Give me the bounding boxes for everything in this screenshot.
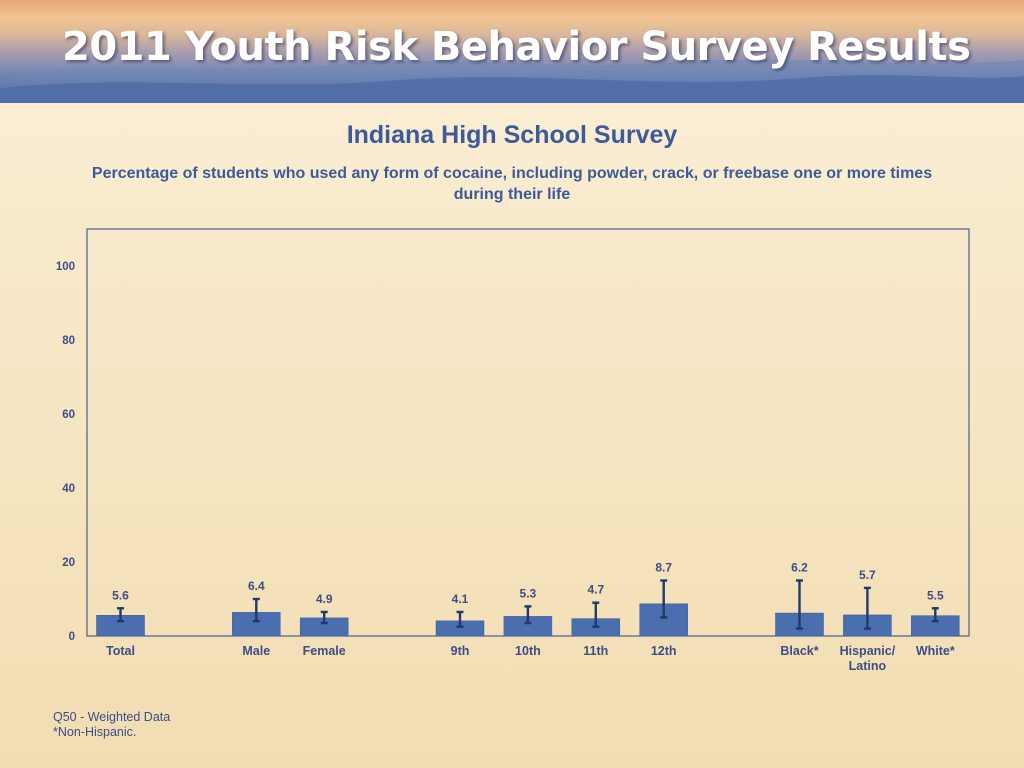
footnotes: Q50 - Weighted Data *Non-Hispanic.: [53, 710, 170, 740]
x-tick-label: Latino: [849, 659, 887, 673]
x-tick-label: 10th: [515, 644, 541, 658]
x-tick-label: 12th: [651, 644, 677, 658]
footnote-data-source: Q50 - Weighted Data: [53, 710, 171, 724]
data-label: 8.7: [655, 561, 672, 575]
y-tick-label: 100: [56, 261, 75, 273]
data-label: 5.7: [859, 568, 876, 582]
data-label: 5.6: [112, 588, 129, 602]
chart-subtitle: Percentage of students who used any form…: [91, 165, 933, 203]
header-banner: 2011 Youth Risk Behavior Survey Results: [0, 0, 1024, 103]
y-tick-label: 40: [62, 483, 75, 495]
x-tick-label: Total: [106, 644, 135, 658]
x-tick-label: Female: [303, 644, 346, 658]
y-tick-label: 80: [62, 335, 75, 347]
banner-title: 2011 Youth Risk Behavior Survey Results: [62, 24, 971, 70]
x-tick-label: 9th: [451, 644, 470, 658]
data-label: 6.4: [248, 579, 265, 593]
x-tick-label: 11th: [583, 644, 608, 658]
y-tick-label: 20: [62, 557, 75, 569]
data-label: 6.2: [791, 561, 808, 575]
y-tick-label: 60: [62, 409, 75, 421]
x-tick-label: Male: [242, 644, 270, 658]
y-tick-label: 0: [69, 631, 75, 643]
x-tick-label: Black*: [780, 644, 818, 658]
footnote-non-hispanic: *Non-Hispanic.: [53, 725, 137, 739]
data-label: 4.1: [452, 592, 469, 606]
data-label: 5.5: [927, 588, 944, 602]
chart-title: Indiana High School Survey: [346, 121, 678, 149]
x-tick-label: White*: [916, 644, 955, 658]
data-label: 5.3: [520, 586, 537, 600]
plot-frame: [86, 228, 970, 637]
banner-mountains: [0, 59, 1024, 103]
data-label: 4.9: [316, 592, 333, 606]
data-label: 4.7: [587, 583, 604, 597]
x-tick-label: Hispanic/: [840, 644, 896, 658]
